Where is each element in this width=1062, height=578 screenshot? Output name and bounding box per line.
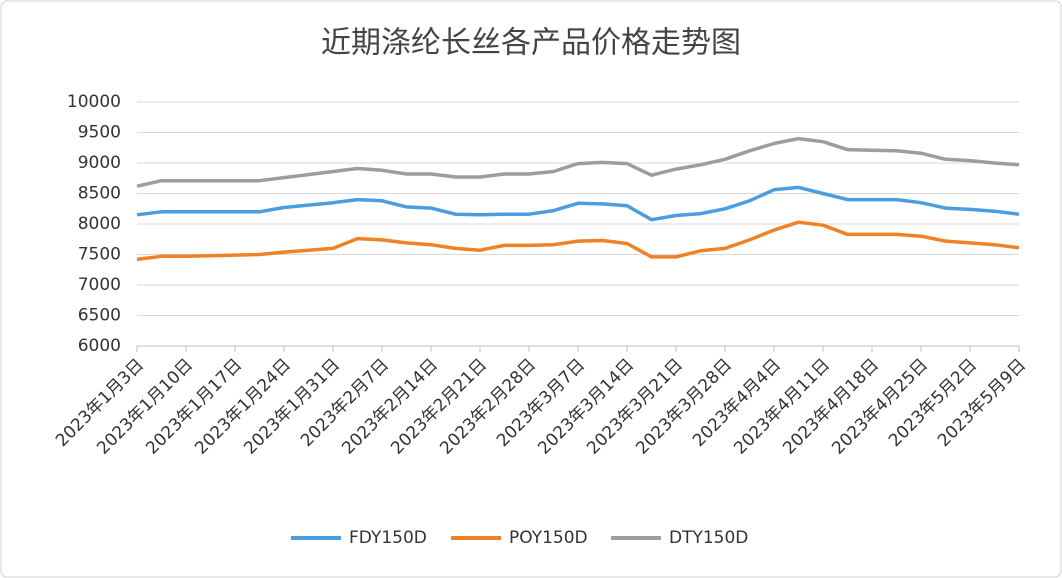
y-tick-label: 8000: [78, 214, 121, 234]
y-tick-label: 7000: [78, 275, 121, 295]
y-tick-label: 10000: [67, 92, 121, 112]
y-tick-label: 8500: [78, 184, 121, 204]
y-tick-label: 6000: [78, 336, 121, 356]
series-line: [136, 185, 1020, 222]
legend-label: DTY150D: [669, 528, 748, 548]
legend-label: FDY150D: [349, 528, 427, 548]
legend-label: POY150D: [509, 528, 588, 548]
y-tick-label: 9500: [78, 123, 121, 143]
y-tick-label: 6500: [78, 306, 121, 326]
series-line: [136, 220, 1020, 262]
series-line: [136, 136, 1020, 188]
y-tick-label: 7500: [78, 245, 121, 265]
chart-title: 近期涤纶长丝各产品价格走势图: [321, 26, 741, 61]
y-tick-label: 9000: [78, 153, 121, 173]
